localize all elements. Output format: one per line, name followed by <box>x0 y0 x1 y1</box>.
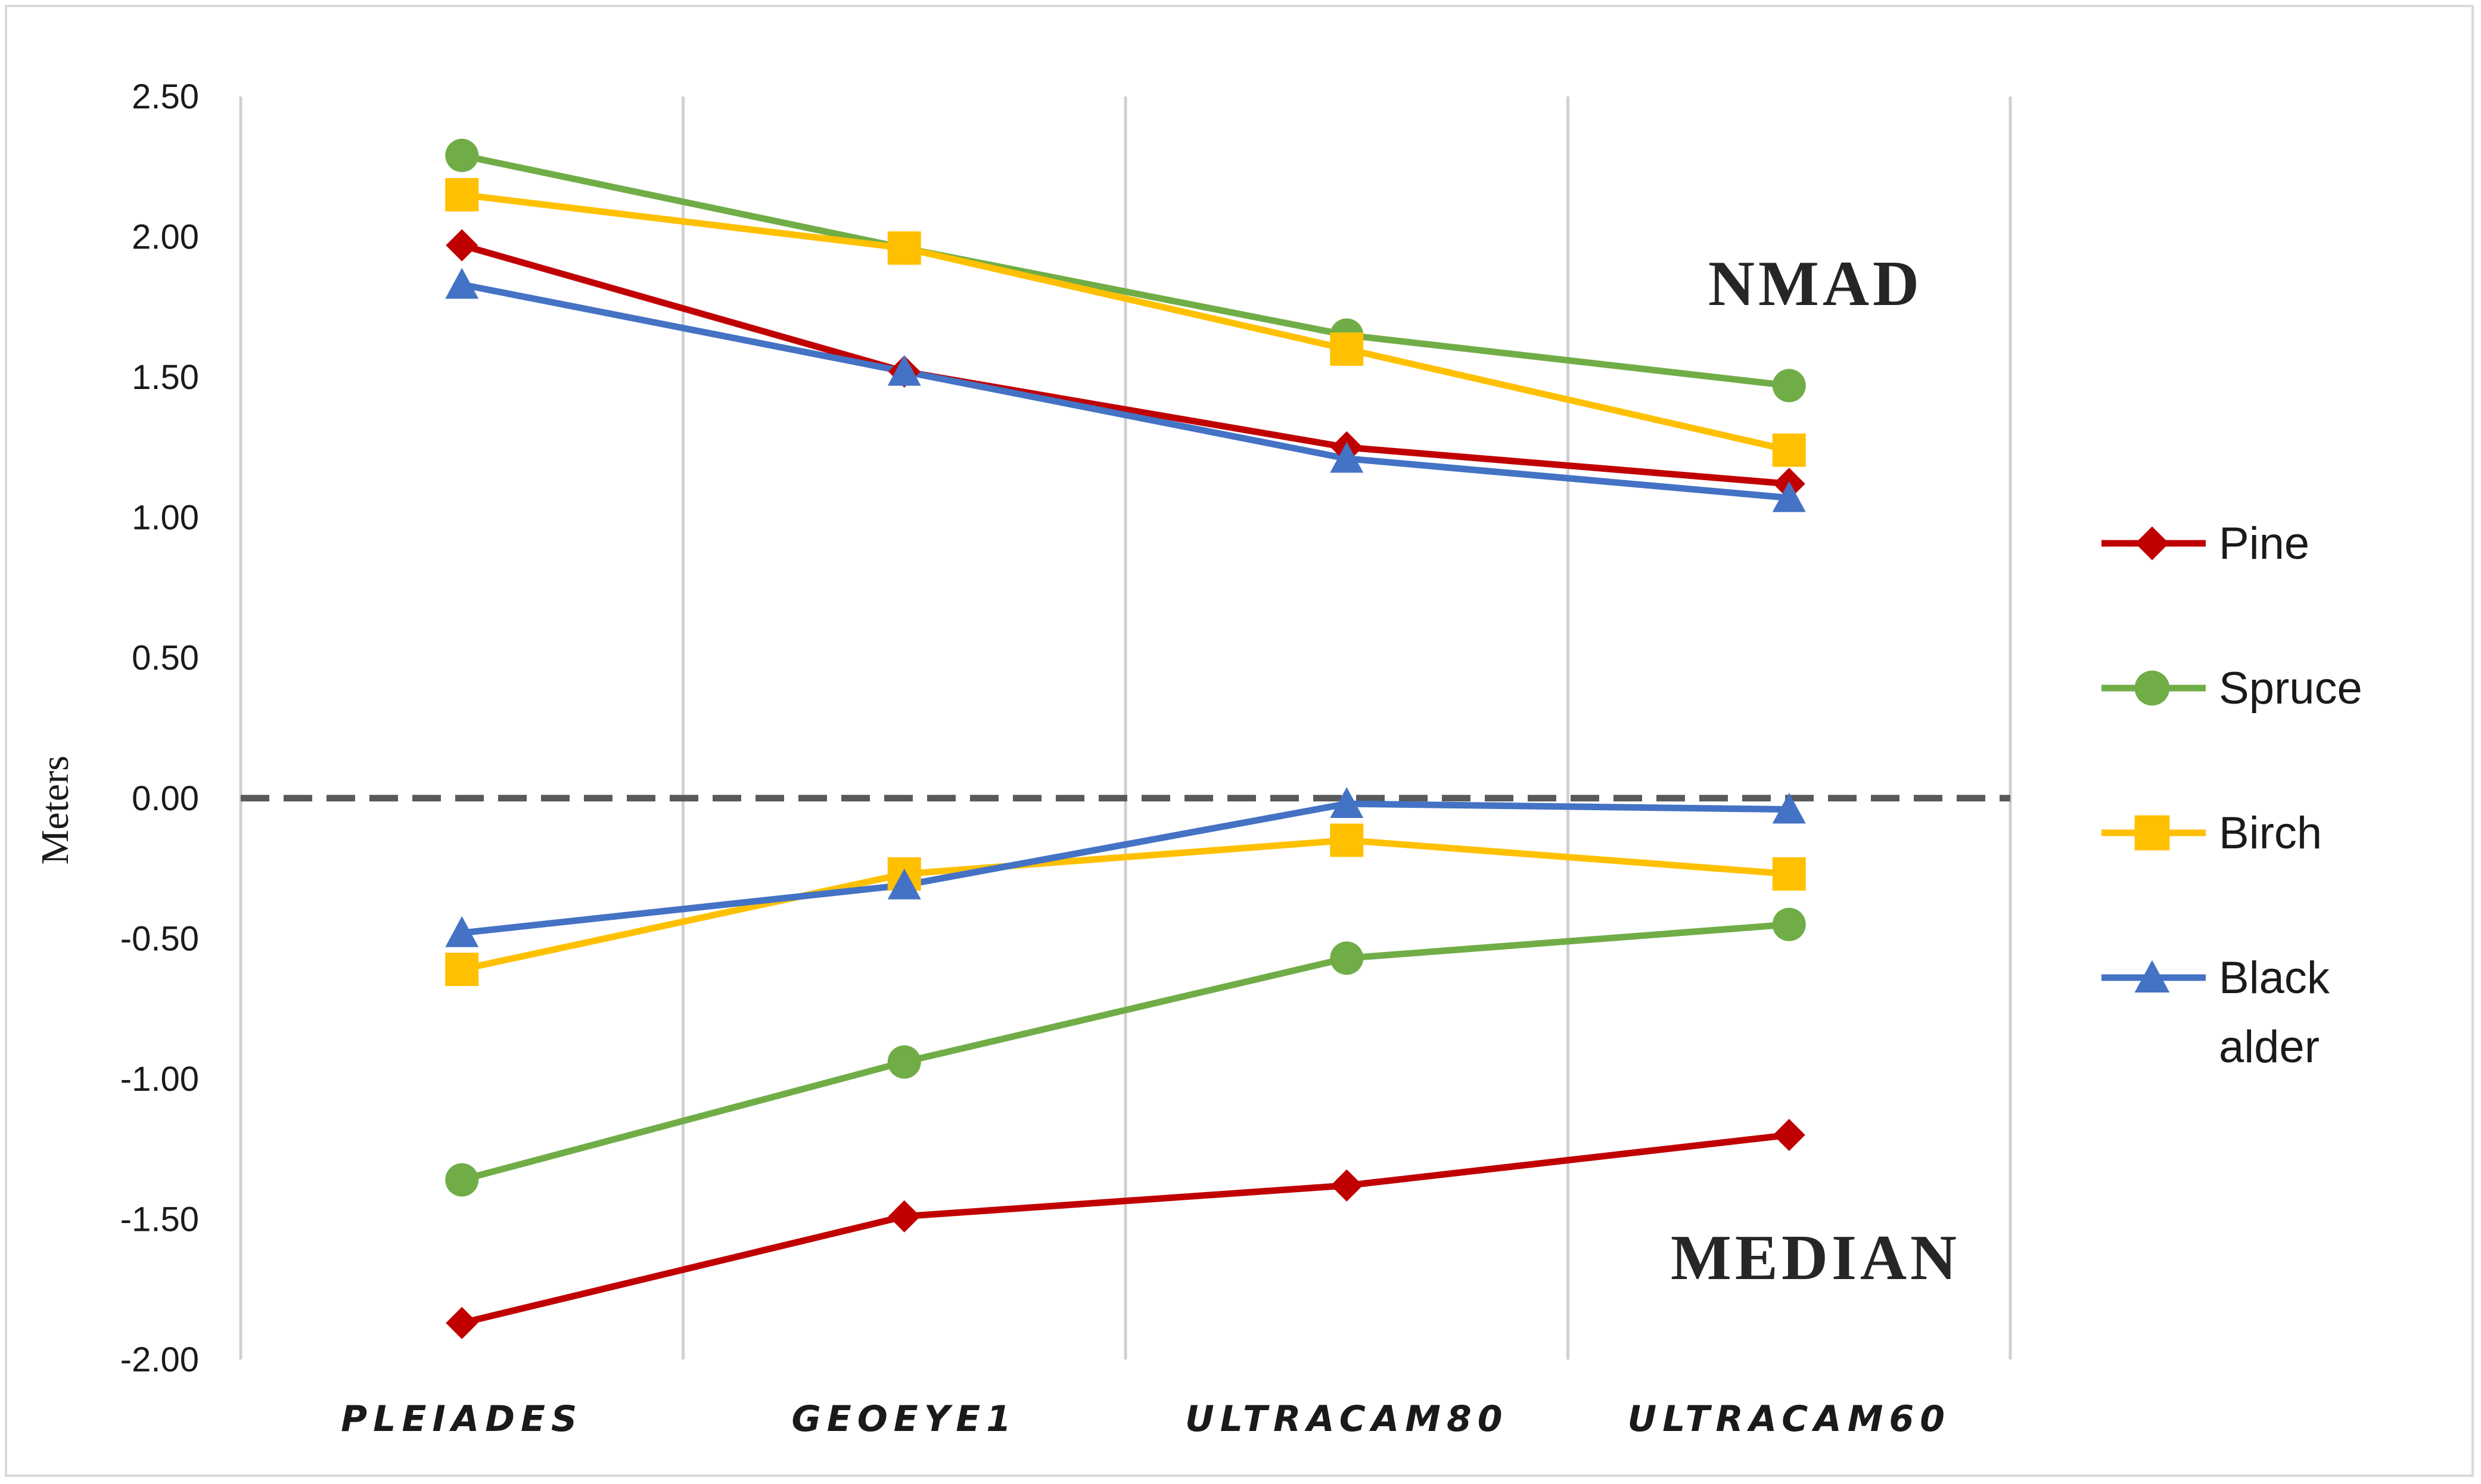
series-line-birch-nmad <box>458 191 1793 454</box>
y-tick-label: -2.00 <box>120 1340 199 1379</box>
data-point-pine-nmad <box>446 229 478 262</box>
y-tick-label: -1.50 <box>120 1200 199 1239</box>
data-point-black-alder-nmad <box>1772 481 1806 512</box>
y-tick-label: 0.00 <box>132 779 199 818</box>
series-line-black-alder-median <box>458 800 1793 937</box>
x-tick-label: ULTRACAM80 <box>1185 1398 1508 1440</box>
data-point-spruce-median <box>887 1045 921 1079</box>
series-line-spruce-nmad <box>458 152 1793 389</box>
x-tick-label: GEOEYE1 <box>792 1398 1017 1440</box>
legend-label-spruce: Spruce <box>2219 663 2362 714</box>
data-point-spruce-median <box>1330 941 1364 975</box>
x-tick-label: ULTRACAM60 <box>1628 1398 1951 1440</box>
series-line-birch-median <box>458 836 1793 973</box>
y-tick-label: 1.50 <box>132 358 199 397</box>
data-point-spruce-median <box>445 1163 479 1197</box>
y-tick-label: 1.00 <box>132 499 199 537</box>
legend-label-black-alder: alder <box>2219 1022 2320 1072</box>
y-axis-title: Meters <box>33 755 77 864</box>
legend-marker-pine <box>2135 526 2169 561</box>
data-point-birch-nmad <box>1330 332 1364 366</box>
data-point-black-alder-median <box>1772 792 1806 824</box>
data-point-spruce-nmad <box>1772 369 1806 403</box>
data-point-birch-nmad <box>445 178 479 211</box>
y-tick-label: 2.00 <box>132 218 199 257</box>
legend-marker-spruce <box>2134 670 2170 706</box>
data-point-birch-nmad <box>887 231 921 265</box>
data-point-black-alder-median <box>887 868 921 900</box>
legend-marker-black-alder <box>2134 960 2170 993</box>
legend-label-black-alder: Black <box>2219 953 2330 1003</box>
data-point-birch-median <box>1330 823 1364 857</box>
chart-frame: 2.50 2.00 1.50 1.00 0.50 0.00 -0.50 -1.00 -1.50 -… <box>5 5 2474 1477</box>
data-point-spruce-nmad <box>445 138 479 172</box>
data-point-pine-median <box>888 1200 921 1233</box>
series-line-pine-nmad <box>458 242 1793 487</box>
data-point-black-alder-median <box>1330 787 1364 818</box>
y-tick-label: -1.00 <box>120 1060 199 1099</box>
data-point-black-alder-nmad <box>445 267 479 299</box>
legend-label-pine: Pine <box>2219 518 2309 569</box>
data-point-black-alder-nmad <box>887 354 921 386</box>
data-point-pine-median <box>1773 1119 1805 1152</box>
data-point-spruce-median <box>1772 907 1806 941</box>
data-point-birch-nmad <box>1772 433 1806 467</box>
legend-marker-birch <box>2134 815 2170 851</box>
data-point-pine-median <box>1330 1169 1363 1202</box>
data-point-pine-median <box>446 1306 478 1339</box>
x-tick-label: PLEIADES <box>341 1398 583 1440</box>
data-point-black-alder-median <box>445 916 479 947</box>
series-line-pine-median <box>458 1131 1793 1327</box>
data-point-birch-median <box>445 953 479 987</box>
series-line-black-alder-nmad <box>458 281 1793 502</box>
annotation-nmad: NMAD <box>1708 248 1923 319</box>
series-line-spruce-median <box>458 921 1793 1183</box>
chart-svg: 2.50 2.00 1.50 1.00 0.50 0.00 -0.50 -1.00 -1.50 -… <box>33 77 2362 1440</box>
legend-label-birch: Birch <box>2219 808 2322 858</box>
y-tick-label: 0.50 <box>132 639 199 677</box>
y-tick-label: 2.50 <box>132 77 199 116</box>
annotation-median: MEDIAN <box>1671 1222 1960 1293</box>
data-point-birch-median <box>1772 857 1806 891</box>
y-tick-label: -0.50 <box>120 919 199 958</box>
data-point-black-alder-nmad <box>1330 441 1364 473</box>
